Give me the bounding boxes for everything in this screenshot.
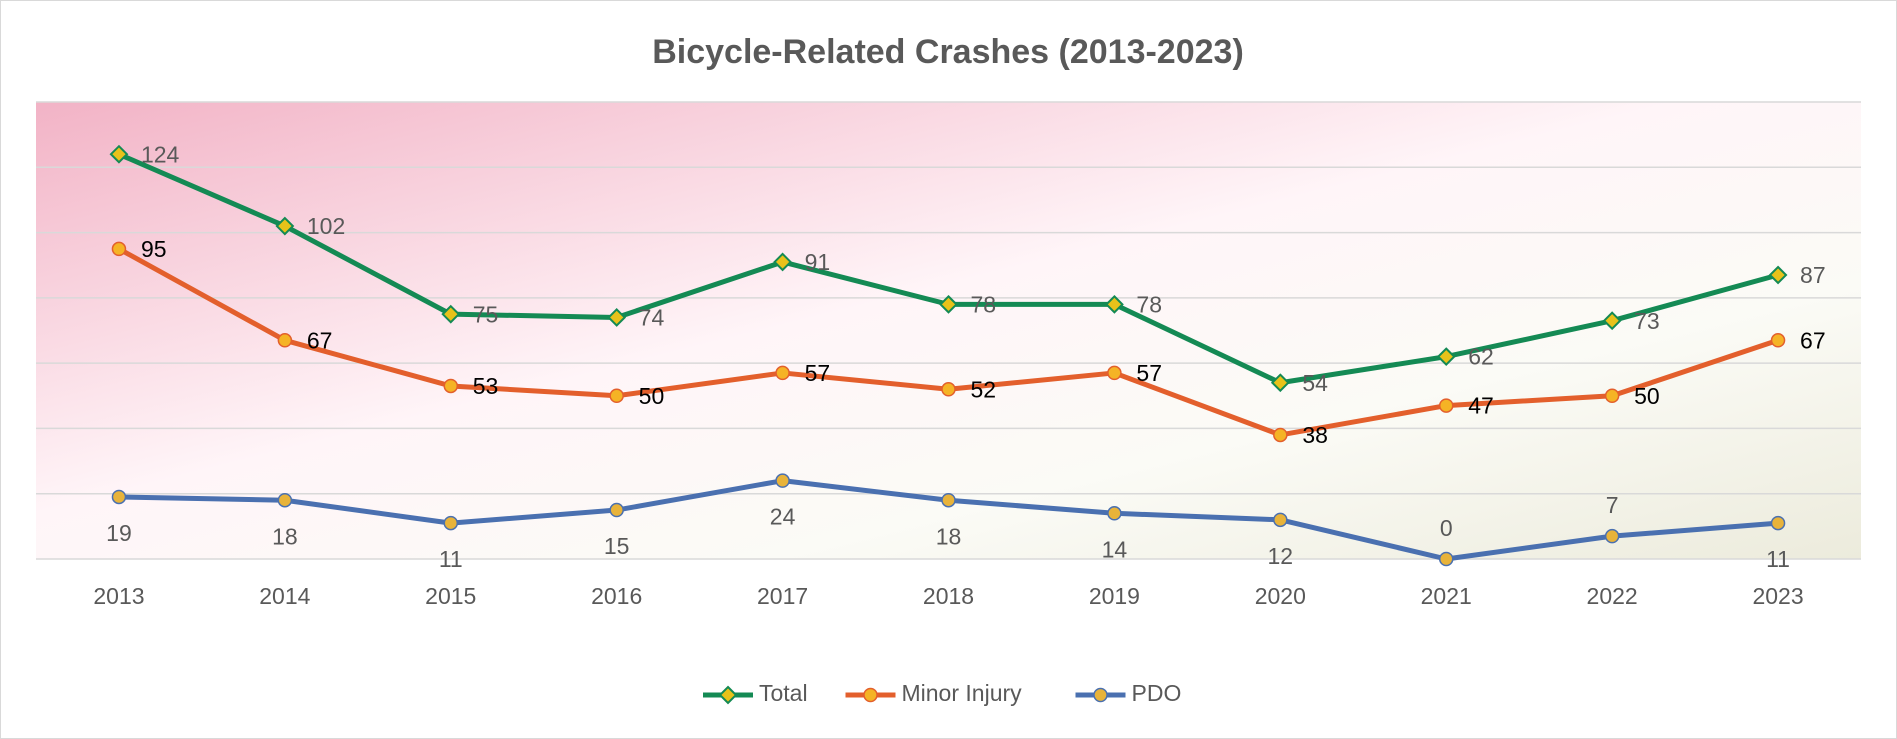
marker [111, 489, 127, 505]
data-label: 87 [1800, 262, 1826, 288]
x-tick-label: 2014 [259, 583, 310, 609]
chart-title: Bicycle-Related Crashes (2013-2023) [652, 33, 1244, 71]
marker [111, 241, 127, 257]
marker [941, 382, 956, 397]
marker [1273, 427, 1288, 443]
legend-label: Minor Injury [902, 680, 1023, 706]
marker [109, 144, 129, 164]
x-tick-label: 2016 [591, 583, 642, 609]
marker [773, 252, 793, 272]
marker [441, 304, 461, 324]
legend-marker [863, 687, 878, 703]
marker [1273, 512, 1288, 528]
data-label: 67 [307, 327, 333, 353]
data-label: 67 [1800, 327, 1826, 353]
data-label: 124 [141, 141, 180, 167]
data-label: 14 [1102, 536, 1128, 562]
data-label: 75 [473, 301, 499, 327]
data-label: 57 [1136, 360, 1162, 386]
legend-marker [718, 685, 738, 705]
marker [1438, 398, 1454, 413]
data-label: 52 [971, 376, 997, 402]
data-label: 47 [1468, 393, 1494, 419]
data-label: 57 [805, 360, 831, 386]
data-label: 12 [1268, 543, 1294, 569]
marker [1768, 265, 1788, 285]
x-tick-label: 2015 [425, 583, 476, 609]
data-label: 50 [1634, 383, 1660, 409]
marker [275, 216, 295, 236]
marker [1770, 333, 1786, 348]
data-label: 24 [770, 504, 796, 530]
x-tick-label: 2013 [93, 583, 144, 609]
data-label: 38 [1302, 422, 1328, 448]
data-label: 54 [1302, 370, 1328, 396]
x-tick-label: 2019 [1089, 583, 1140, 609]
data-label: 18 [936, 523, 962, 549]
marker [1770, 515, 1786, 531]
x-tick-label: 2022 [1587, 583, 1638, 609]
marker [1436, 347, 1456, 367]
data-label: 78 [971, 291, 997, 317]
data-label: 19 [106, 520, 132, 546]
data-label: 91 [805, 249, 831, 275]
data-label: 11 [439, 546, 463, 572]
legend-label: Total [759, 680, 808, 706]
data-label: 78 [1136, 291, 1162, 317]
marker [1107, 506, 1122, 521]
data-label: 95 [141, 236, 167, 262]
x-tick-label: 2017 [757, 583, 808, 609]
data-label: 18 [272, 523, 298, 549]
marker [1270, 373, 1290, 393]
data-label: 50 [639, 383, 665, 409]
marker [1438, 551, 1454, 567]
marker [277, 492, 293, 508]
data-label: 74 [639, 305, 665, 331]
marker [1604, 528, 1620, 544]
marker [609, 502, 624, 518]
x-tick-label: 2021 [1421, 583, 1472, 609]
data-label: 15 [604, 533, 630, 559]
marker [775, 365, 790, 381]
marker [607, 308, 627, 327]
marker [775, 473, 790, 488]
data-label: 102 [307, 213, 345, 239]
marker [443, 515, 459, 531]
data-label: 73 [1634, 308, 1660, 334]
data-label: 0 [1440, 515, 1453, 541]
marker [1104, 294, 1124, 314]
data-label: 62 [1468, 344, 1494, 370]
marker [1604, 388, 1620, 404]
x-tick-label: 2018 [923, 583, 974, 609]
marker [939, 294, 958, 314]
marker [1602, 311, 1622, 331]
legend-marker [1093, 687, 1108, 703]
data-label: 7 [1606, 492, 1619, 518]
marker [443, 378, 459, 394]
marker [277, 333, 293, 348]
x-tick-label: 2020 [1255, 583, 1306, 609]
marker [609, 388, 624, 404]
x-tick-label: 2023 [1752, 583, 1803, 609]
marker [1107, 365, 1122, 381]
marker [941, 492, 956, 508]
data-label: 53 [473, 373, 499, 399]
data-label: 11 [1766, 546, 1790, 572]
legend-label: PDO [1132, 680, 1182, 706]
